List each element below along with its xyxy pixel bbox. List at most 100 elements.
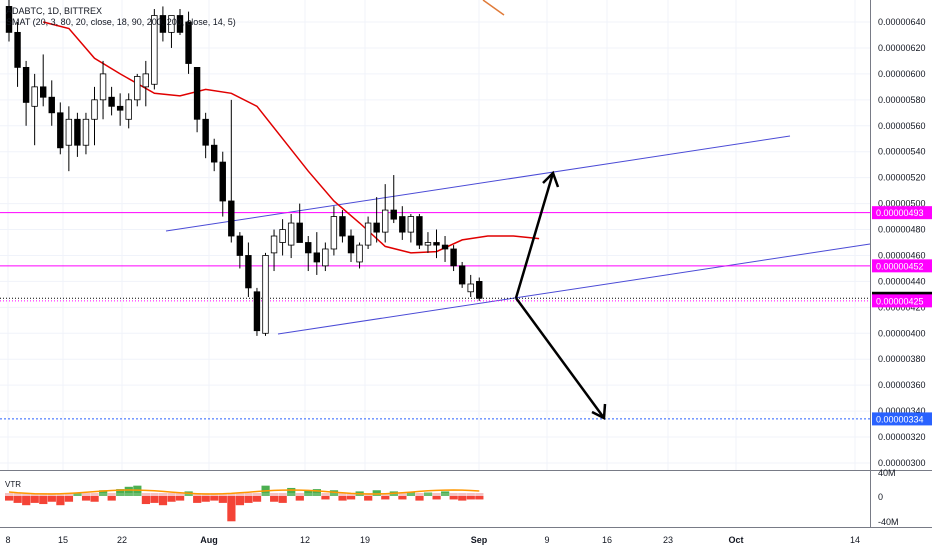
volume-bar-light <box>64 493 74 496</box>
volume-bar <box>47 496 56 502</box>
price-tick-label: 0.00000300 <box>878 458 926 468</box>
sma-red-line <box>43 21 540 254</box>
candle-body <box>287 222 295 246</box>
volume-bar <box>193 496 202 503</box>
volume-bar-light <box>398 493 407 496</box>
candle-body <box>458 265 466 285</box>
time-tick-label: 16 <box>602 535 612 545</box>
time-tick-label: 8 <box>5 535 10 545</box>
candles <box>5 0 483 336</box>
price-badge <box>872 294 932 308</box>
volume-bar-light <box>235 493 245 496</box>
volume-bar-light <box>107 493 116 496</box>
candle-body <box>322 248 329 267</box>
candle-body <box>14 31 21 68</box>
candle-body <box>381 209 389 233</box>
price-badge-label: 0.00000493 <box>876 208 924 218</box>
time-tick-label: 19 <box>360 535 370 545</box>
volume-bar <box>227 496 236 522</box>
channel-upper-line <box>165 135 791 232</box>
volume-panel <box>5 485 484 522</box>
candle-body <box>82 118 90 146</box>
volume-tick-label: -40M <box>878 517 899 527</box>
volume-bar-light <box>13 493 22 496</box>
candle-body <box>245 255 252 289</box>
candle-body <box>390 209 397 220</box>
time-tick-label: 12 <box>300 535 310 545</box>
candle-body <box>347 235 355 254</box>
arrow-down-line <box>514 297 606 419</box>
candle-body <box>202 118 209 146</box>
candle-body <box>270 235 278 254</box>
time-tick-label: 23 <box>663 535 673 545</box>
price-badge <box>872 206 932 220</box>
volume-bar <box>210 496 219 501</box>
volume-bar-light <box>5 493 14 496</box>
symbol-title: ADABTC, 1D, BITTREX <box>6 6 103 16</box>
volume-bar <box>278 496 287 503</box>
candle-body <box>193 66 201 120</box>
candle-body <box>116 105 124 111</box>
candle-body <box>142 73 149 88</box>
volume-bar <box>107 496 116 501</box>
candle-body <box>31 86 38 107</box>
channel-lower-line <box>277 243 871 335</box>
volume-bar <box>321 496 330 500</box>
price-badge <box>872 412 932 426</box>
sma-line <box>43 0 540 254</box>
candle-body <box>407 216 415 233</box>
price-tick-label: 0.00000600 <box>878 69 926 79</box>
candle-body <box>168 15 175 33</box>
grid <box>0 0 932 528</box>
volume-bar-light <box>287 493 296 496</box>
price-badge-label: 0.00000334 <box>876 414 924 424</box>
candle-body <box>476 281 483 299</box>
candle-body <box>253 291 261 332</box>
candle-body <box>279 229 286 243</box>
volume-bar-light <box>244 493 253 496</box>
volume-bar <box>39 496 48 505</box>
time-tick-label: Aug <box>200 535 218 545</box>
volume-bar-light <box>466 493 475 496</box>
candle-body <box>399 216 406 233</box>
price-badge-label: 0.00000452 <box>876 261 924 271</box>
price-tick-label: 0.00000320 <box>878 432 926 442</box>
candle-body <box>356 244 363 263</box>
volume-bar-light <box>321 493 330 496</box>
candle-body <box>313 252 320 263</box>
candle-body <box>91 99 98 120</box>
price-badge <box>872 259 932 273</box>
volume-bar-light <box>423 493 433 496</box>
candle-body <box>74 118 81 146</box>
candle-body <box>467 283 474 293</box>
volume-bar-light <box>415 493 424 496</box>
volume-bar <box>415 496 424 501</box>
candle-body <box>210 144 218 163</box>
candle-body <box>108 96 115 107</box>
volume-bar-light <box>176 493 185 496</box>
candle-body <box>416 216 423 246</box>
volume-bar <box>244 496 253 503</box>
volume-bar-light <box>252 493 262 496</box>
volume-bar <box>13 496 22 503</box>
indicator-legend: SMAT (20, 3, 80, 20, close, 18, 90, 200,… <box>6 17 236 27</box>
sma-orange-line <box>482 0 505 16</box>
volume-bar <box>287 487 296 496</box>
volume-bar-light <box>30 493 39 496</box>
arrow-up-head <box>542 170 560 188</box>
volume-bar-light <box>441 493 450 496</box>
volume-bar <box>56 496 65 506</box>
candle-body <box>159 15 167 33</box>
volume-bar-light <box>81 493 91 496</box>
candle-body <box>236 235 244 256</box>
price-tick-label: 0.00000500 <box>878 199 926 209</box>
price-badge-label: 0.00000425 <box>876 296 924 306</box>
candle-body <box>441 244 449 250</box>
candle-body <box>185 21 192 64</box>
arrow-down-head <box>591 403 607 420</box>
volume-bar-light <box>158 493 168 496</box>
price-tick-label: 0.00000380 <box>878 354 926 364</box>
volume-bar <box>90 496 99 502</box>
volume-bar-light <box>278 493 287 496</box>
